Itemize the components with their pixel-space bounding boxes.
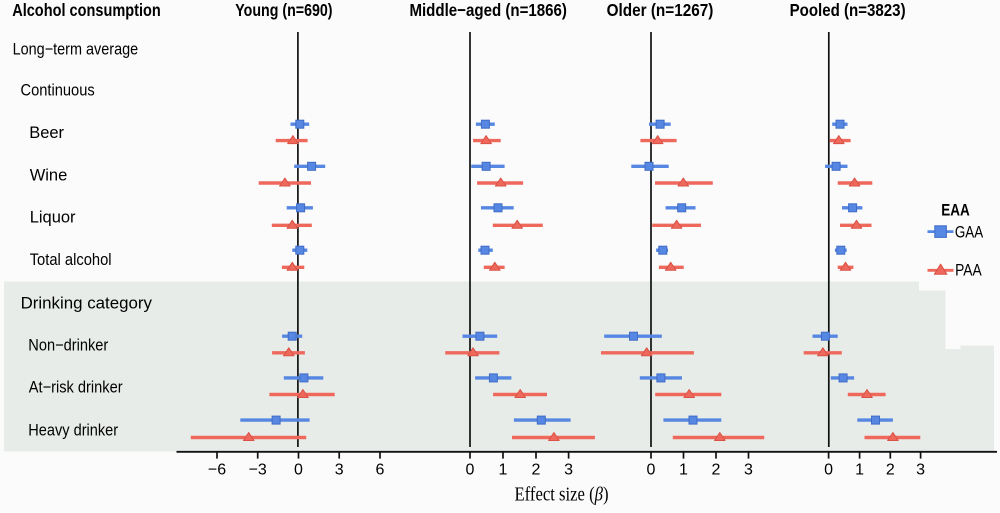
svg-text:Non−drinker: Non−drinker bbox=[28, 337, 108, 355]
svg-text:0: 0 bbox=[647, 462, 656, 479]
svg-text:Beer: Beer bbox=[29, 124, 64, 142]
svg-text:3: 3 bbox=[916, 462, 925, 479]
svg-text:Pooled (n=3823): Pooled (n=3823) bbox=[790, 0, 906, 20]
svg-text:Wine: Wine bbox=[30, 166, 68, 184]
svg-text:Drinking category: Drinking category bbox=[21, 294, 153, 312]
svg-text:Long−term average: Long−term average bbox=[13, 40, 139, 58]
svg-text:Alcohol consumption: Alcohol consumption bbox=[12, 0, 161, 20]
svg-text:At−risk drinker: At−risk drinker bbox=[29, 379, 123, 397]
svg-text:1: 1 bbox=[855, 462, 864, 479]
svg-text:3: 3 bbox=[744, 462, 753, 479]
svg-text:Heavy drinker: Heavy drinker bbox=[28, 422, 118, 440]
svg-text:3: 3 bbox=[335, 462, 344, 479]
svg-text:GAA: GAA bbox=[955, 224, 983, 242]
svg-text:0: 0 bbox=[294, 462, 303, 479]
svg-text:Liquor: Liquor bbox=[30, 208, 76, 226]
svg-text:EAA: EAA bbox=[941, 202, 970, 220]
svg-text:2: 2 bbox=[532, 462, 541, 479]
svg-text:3: 3 bbox=[564, 462, 573, 479]
svg-text:Effect size (β): Effect size (β) bbox=[515, 483, 609, 505]
svg-text:1: 1 bbox=[499, 462, 508, 479]
svg-text:0: 0 bbox=[466, 462, 475, 479]
svg-text:2: 2 bbox=[712, 462, 721, 479]
svg-text:Middle−aged (n=1866): Middle−aged (n=1866) bbox=[409, 0, 567, 20]
svg-text:Continuous: Continuous bbox=[21, 82, 95, 100]
svg-text:6: 6 bbox=[376, 462, 385, 479]
svg-text:0: 0 bbox=[824, 462, 833, 479]
svg-text:PAA: PAA bbox=[955, 262, 982, 280]
svg-text:−3: −3 bbox=[249, 462, 267, 479]
svg-text:2: 2 bbox=[886, 462, 895, 479]
svg-text:1: 1 bbox=[679, 462, 688, 479]
svg-text:Older (n=1267): Older (n=1267) bbox=[607, 0, 714, 20]
svg-text:Young (n=690): Young (n=690) bbox=[235, 0, 332, 20]
svg-text:Total alcohol: Total alcohol bbox=[30, 251, 112, 269]
svg-text:−6: −6 bbox=[208, 462, 226, 479]
